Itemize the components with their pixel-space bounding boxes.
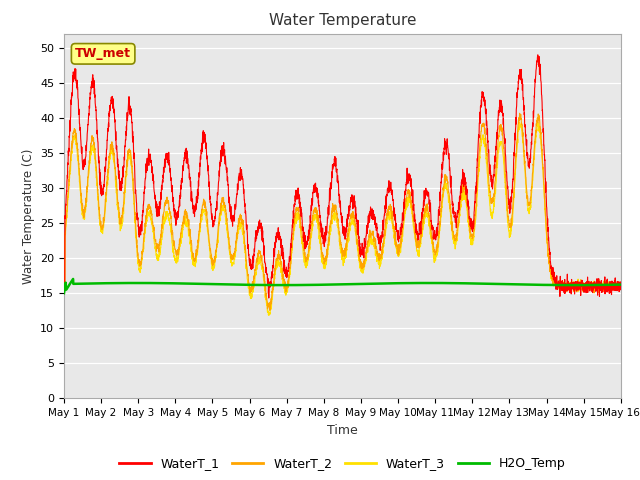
WaterT_1 <box>265 295 273 301</box>
Title: Water Temperature: Water Temperature <box>269 13 416 28</box>
WaterT_1 <box>124 117 131 123</box>
WaterT_1 <box>617 283 625 288</box>
WaterT_2 <box>124 156 131 162</box>
H2O_Temp <box>546 282 554 288</box>
WaterT_2 <box>157 237 164 243</box>
Line: H2O_Temp: H2O_Temp <box>64 279 621 293</box>
WaterT_3 <box>274 259 282 264</box>
WaterT_2 <box>617 279 625 285</box>
H2O_Temp <box>60 290 68 296</box>
X-axis label: Time: Time <box>327 424 358 437</box>
WaterT_2 <box>516 110 524 116</box>
Text: TW_met: TW_met <box>75 48 131 60</box>
WaterT_2 <box>606 288 614 293</box>
H2O_Temp <box>124 280 132 286</box>
Line: WaterT_3: WaterT_3 <box>64 120 621 315</box>
WaterT_1 <box>534 52 541 58</box>
WaterT_2 <box>547 264 554 269</box>
H2O_Temp <box>606 282 614 288</box>
H2O_Temp <box>274 282 282 288</box>
WaterT_2 <box>266 307 274 313</box>
H2O_Temp <box>69 276 77 282</box>
Line: WaterT_1: WaterT_1 <box>64 55 621 298</box>
WaterT_3 <box>617 283 625 289</box>
WaterT_3 <box>124 164 131 169</box>
Line: WaterT_2: WaterT_2 <box>64 113 621 310</box>
WaterT_1 <box>157 202 164 207</box>
WaterT_3 <box>547 266 554 272</box>
WaterT_1 <box>298 212 306 217</box>
WaterT_2 <box>60 283 68 289</box>
H2O_Temp <box>157 280 164 286</box>
WaterT_2 <box>298 226 306 231</box>
Legend: WaterT_1, WaterT_2, WaterT_3, H2O_Temp: WaterT_1, WaterT_2, WaterT_3, H2O_Temp <box>115 452 570 475</box>
WaterT_3 <box>266 312 273 318</box>
WaterT_2 <box>274 255 282 261</box>
WaterT_1 <box>547 260 554 265</box>
H2O_Temp <box>617 282 625 288</box>
H2O_Temp <box>298 282 306 288</box>
WaterT_1 <box>274 230 282 236</box>
WaterT_3 <box>606 284 614 289</box>
WaterT_3 <box>298 241 306 247</box>
Y-axis label: Water Temperature (C): Water Temperature (C) <box>22 148 35 284</box>
WaterT_3 <box>157 245 164 251</box>
WaterT_1 <box>606 282 614 288</box>
WaterT_3 <box>60 283 68 289</box>
WaterT_1 <box>60 283 68 289</box>
WaterT_3 <box>533 118 541 123</box>
